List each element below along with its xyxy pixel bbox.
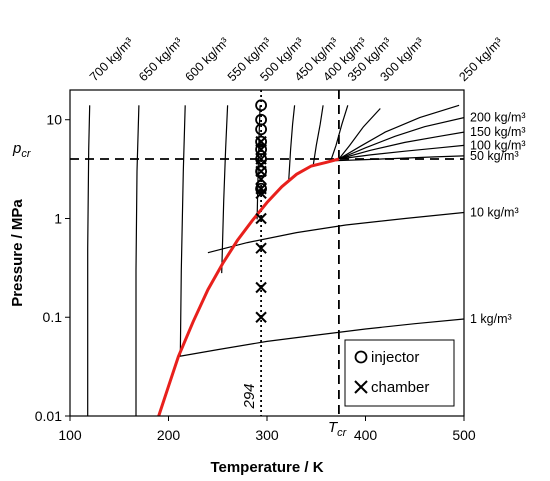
isochore-line: [338, 104, 460, 160]
legend: injector chamber: [344, 339, 455, 407]
isochore-line: [87, 105, 91, 416]
isochore-line: [338, 131, 464, 160]
y-axis-title: Pressure / MPa: [9, 199, 26, 307]
p-cr-label: pcr: [12, 140, 32, 160]
isochore-label: 10 kg/m³: [470, 205, 519, 219]
isochore-line: [338, 144, 464, 160]
t-cr-label: Tcr: [328, 419, 348, 439]
x-tick-label: 400: [354, 427, 378, 443]
isochore-line: [338, 117, 464, 160]
t-294-label: 294: [241, 383, 258, 409]
x-tick-label: 200: [157, 427, 181, 443]
isochore-label: 1 kg/m³: [470, 312, 512, 326]
isochore-label: 650 kg/m³: [136, 35, 185, 84]
isochore-line: [312, 105, 324, 165]
saturation-curve: [157, 157, 340, 417]
chamber-marker: [255, 212, 267, 225]
y-tick-label: 0.01: [35, 408, 62, 424]
x-axis-title: Temperature / K: [210, 459, 323, 476]
isochore-label: 100 kg/m³: [470, 138, 526, 152]
x-tick-label: 300: [255, 427, 279, 443]
isochore-label: 700 kg/m³: [87, 35, 136, 84]
x-tick-label: 500: [452, 427, 476, 443]
axis-ticks: 100 200 300 400 500 0.01 0.1 1 10: [35, 112, 476, 443]
y-tick-label: 10: [46, 112, 62, 128]
p-cr-sub: cr: [21, 148, 32, 160]
isochore-line: [179, 105, 186, 357]
chamber-marker: [255, 183, 267, 195]
isochore-line: [135, 105, 140, 416]
chamber-marker: [255, 143, 267, 156]
injector-marker: [255, 135, 267, 148]
isochore-line: [288, 105, 296, 181]
legend-injector-label: injector: [371, 349, 419, 366]
x-tick-label: 100: [58, 427, 82, 443]
isochore-line: [178, 318, 464, 358]
chamber-marker: [255, 187, 267, 199]
chamber-marker: [255, 311, 267, 323]
isochore-line: [338, 108, 381, 160]
t-cr-main: T: [328, 419, 339, 436]
p-cr-main: p: [12, 140, 21, 157]
data-markers: [255, 99, 267, 323]
injector-marker: [255, 123, 267, 136]
t-cr-sub: cr: [337, 427, 348, 439]
isochore-label: 600 kg/m³: [182, 35, 231, 84]
y-tick-label: 0.1: [43, 309, 63, 325]
isochore-line: [207, 211, 464, 254]
isochore-line: [335, 155, 464, 162]
chamber-marker: [255, 281, 267, 294]
isochore-line: [221, 105, 229, 274]
y-tick-label: 1: [54, 210, 62, 226]
isochore-label: 50 kg/m³: [470, 149, 519, 163]
legend-chamber-label: chamber: [371, 379, 429, 396]
injector-marker: [255, 165, 267, 178]
chamber-marker: [255, 173, 267, 185]
isochore-line: [330, 105, 349, 161]
isochore-label: 250 kg/m³: [456, 35, 505, 84]
isochore-label: 200 kg/m³: [470, 111, 526, 125]
chamber-marker: [255, 242, 267, 254]
isochore-lines: [87, 104, 464, 416]
legend-chamber-marker: [354, 380, 368, 394]
isochore-label: 150 kg/m³: [470, 125, 526, 139]
legend-injector-marker: [354, 350, 368, 364]
injector-marker: [255, 99, 267, 112]
